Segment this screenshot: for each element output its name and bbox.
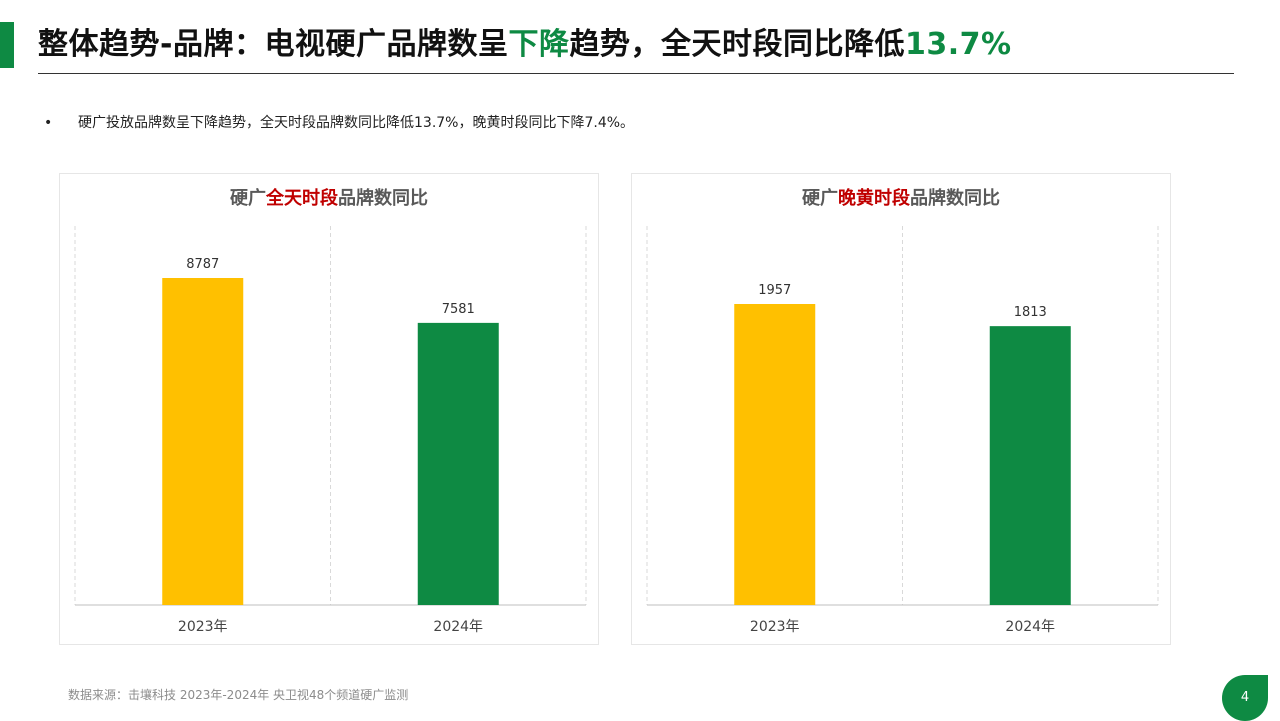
data-label: 8787 (186, 257, 219, 272)
data-source-note: 数据来源：击壤科技 2023年-2024年 央卫视48个频道硬广监测 (68, 688, 409, 702)
x-tick-label: 2024年 (433, 619, 483, 635)
page-number-badge: 4 (1222, 675, 1268, 721)
bar-2024年 (417, 322, 499, 605)
data-label: 1957 (758, 283, 791, 298)
title-divider (38, 73, 1234, 74)
x-tick-label: 2024年 (1005, 619, 1055, 635)
chart-title-prefix: 硬广 (802, 188, 838, 209)
bullet-marker: • (44, 115, 53, 131)
bar-chart-all-day: 8787 2023年 7581 2024年 (74, 226, 587, 635)
data-label: 7581 (442, 302, 475, 317)
chart-title-suffix: 品牌数同比 (910, 188, 1000, 209)
chart-title-all-day: 硬广全天时段品牌数同比 (60, 184, 598, 210)
title-part-1: 整体趋势-品牌：电视硬广品牌数呈 (38, 27, 509, 62)
chart-title-prime-time: 硬广晚黄时段品牌数同比 (632, 184, 1170, 210)
title-highlight-decline: 下降 (508, 27, 570, 62)
title-part-2: 趋势，全天时段同比降低 (569, 27, 905, 62)
page-title: 整体趋势-品牌：电视硬广品牌数呈下降趋势，全天时段同比降低13.7% (38, 22, 1012, 68)
bar-2023年 (162, 278, 244, 605)
bullet-text: 硬广投放品牌数呈下降趋势，全天时段品牌数同比降低13.7%，晚黄时段同比下降7.… (78, 115, 635, 131)
chart-panel-all-day: 硬广全天时段品牌数同比 8787 2023年 7581 2024年 (59, 173, 599, 645)
title-highlight-percent: 13.7% (904, 27, 1012, 62)
chart-panel-prime-time: 硬广晚黄时段品牌数同比 1957 2023年 1813 2024年 (631, 173, 1171, 645)
chart-title-suffix: 品牌数同比 (338, 188, 428, 209)
data-label: 1813 (1014, 305, 1047, 320)
bar-chart-prime-time: 1957 2023年 1813 2024年 (646, 226, 1159, 635)
summary-bullet: • 硬广投放品牌数呈下降趋势，全天时段品牌数同比降低13.7%，晚黄时段同比下降7… (44, 113, 634, 133)
x-tick-label: 2023年 (178, 619, 228, 635)
chart-title-highlight: 晚黄时段 (838, 188, 910, 209)
title-accent-bar (0, 22, 14, 68)
bar-2024年 (989, 326, 1071, 605)
chart-title-prefix: 硬广 (230, 188, 266, 209)
x-tick-label: 2023年 (750, 619, 800, 635)
chart-title-highlight: 全天时段 (266, 188, 338, 209)
bar-2023年 (734, 304, 816, 605)
